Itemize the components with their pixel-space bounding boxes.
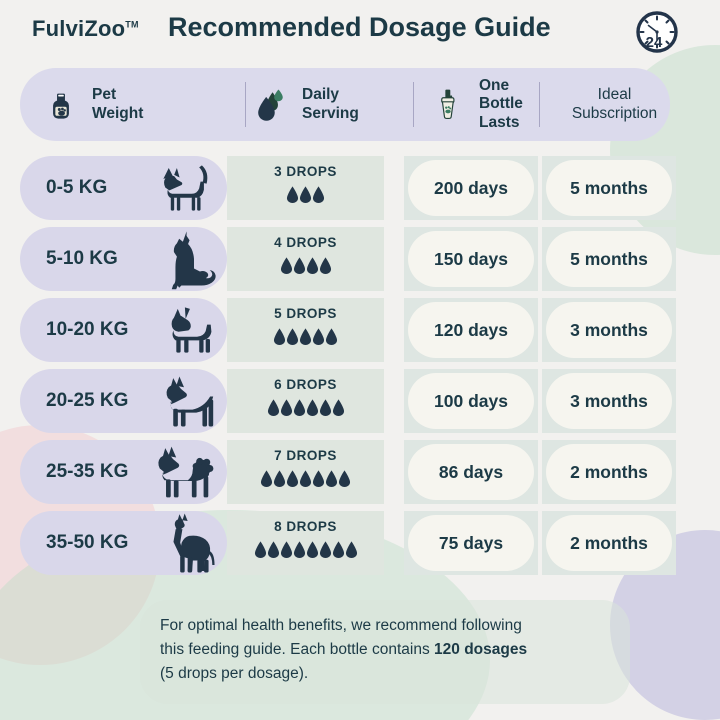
svg-text:24: 24: [646, 34, 663, 51]
